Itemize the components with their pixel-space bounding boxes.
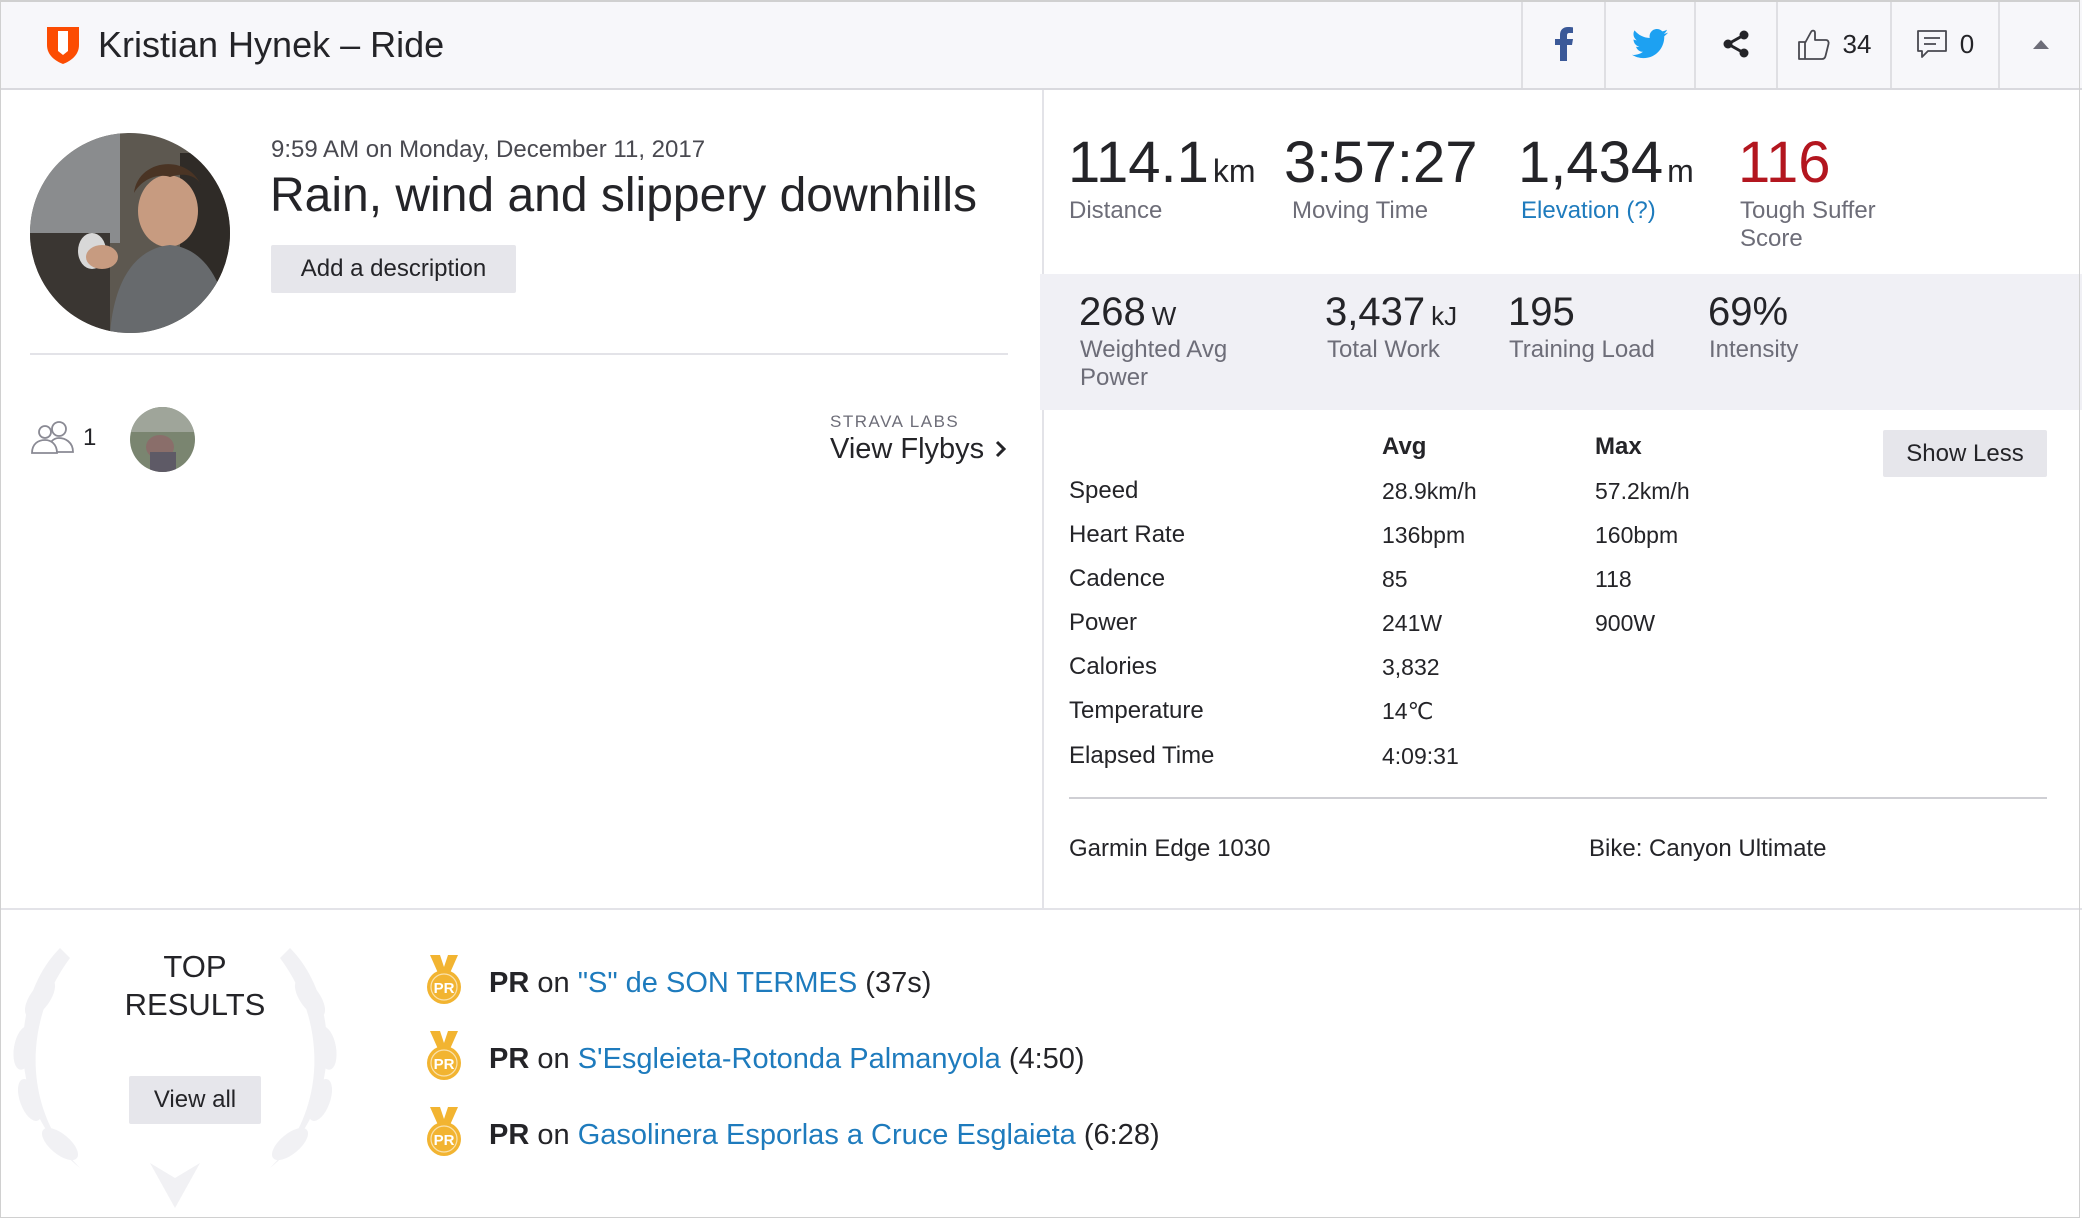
on-text: on — [537, 1043, 570, 1075]
kudos-button[interactable]: 34 — [1776, 0, 1890, 88]
activity-title[interactable]: Rain, wind and slippery downhills — [270, 169, 978, 222]
stat-row-avg: 85 — [1382, 566, 1408, 592]
athlete-avatar[interactable] — [30, 133, 230, 333]
activity-header: Kristian Hynek – Ride 34 0 — [0, 0, 2082, 90]
stat-row-avg: 136bpm — [1382, 522, 1466, 548]
view-all-button[interactable]: View all — [129, 1076, 261, 1124]
pr-medal-icon: PR — [427, 955, 461, 1004]
stat-row-avg: 28.9km/h — [1382, 478, 1477, 504]
add-description-button[interactable]: Add a description — [271, 245, 516, 293]
shield-logo-icon — [47, 27, 79, 64]
top-results-line2: RESULTS — [124, 987, 266, 1022]
stat-row-label: Speed — [1069, 477, 1139, 504]
stat-row-label: Heart Rate — [1069, 521, 1186, 548]
svg-text:PR: PR — [434, 1056, 455, 1073]
stat-row-label: Power — [1069, 609, 1138, 636]
suffer-score-label: Tough Suffer Score — [1740, 197, 1876, 252]
top-results-line1: TOP — [163, 949, 227, 984]
stat-row-max: 900W — [1595, 610, 1656, 636]
weighted-power-label: Weighted Avg Power — [1080, 336, 1228, 391]
suffer-score-value: 116 — [1738, 130, 1831, 195]
intensity-value: 69% — [1708, 290, 1789, 334]
page-title: Kristian Hynek – Ride — [98, 24, 445, 65]
top-results-heading: TOP RESULTS — [100, 948, 290, 1024]
on-text: on — [537, 1119, 570, 1151]
svg-text:PR: PR — [434, 980, 455, 997]
pr-label: PR — [489, 1119, 530, 1151]
distance-value: 114.1 km — [1068, 130, 1256, 195]
collapse-button[interactable] — [1998, 0, 2082, 88]
column-divider — [1042, 90, 1044, 908]
twitter-icon — [1632, 29, 1668, 59]
stat-row-label: Temperature — [1069, 697, 1204, 724]
svg-text:PR: PR — [434, 1132, 455, 1149]
elevation-value: 1,434 m — [1518, 130, 1694, 195]
segment-time: (4:50) — [1008, 1043, 1085, 1075]
stat-row-avg: 241W — [1382, 610, 1443, 636]
stat-row-avg: 3,832 — [1382, 654, 1440, 680]
athlete-photo — [30, 133, 230, 333]
total-work-label: Total Work — [1327, 336, 1440, 363]
facebook-share-button[interactable] — [1521, 0, 1604, 88]
secondary-stats-band — [1040, 274, 2082, 410]
divider — [30, 353, 1008, 355]
stat-row-max: 57.2km/h — [1595, 478, 1690, 504]
kudos-count: 34 — [1842, 28, 1872, 59]
activity-timestamp: 9:59 AM on Monday, December 11, 2017 — [271, 136, 706, 163]
stat-row-max: 160bpm — [1595, 522, 1679, 548]
divider — [0, 908, 2082, 910]
share-button[interactable] — [1694, 0, 1776, 88]
stat-row-label: Calories — [1069, 653, 1158, 680]
stat-row-max: 118 — [1595, 566, 1632, 592]
stat-row-avg: 4:09:31 — [1382, 743, 1459, 769]
group-count[interactable]: 1 — [83, 424, 97, 451]
comment-button[interactable]: 0 — [1890, 0, 1998, 88]
comment-count: 0 — [1959, 28, 1975, 59]
divider — [1069, 797, 2047, 799]
stat-row-label: Cadence — [1069, 565, 1166, 592]
bike-name[interactable]: Bike: Canyon Ultimate — [1589, 835, 1827, 862]
result-text: PR on "S" de SON TERMES (37s) — [489, 967, 931, 1000]
view-flybys-link[interactable]: View Flybys — [830, 433, 985, 465]
weighted-power-value: 268 W — [1079, 290, 1177, 334]
pr-label: PR — [489, 967, 530, 999]
pr-medal-icon: PR — [427, 1031, 461, 1080]
intensity-label: Intensity — [1709, 336, 1799, 363]
thumbs-up-icon — [1797, 29, 1830, 60]
laurel-wreath-icon — [13, 948, 337, 1208]
device-name: Garmin Edge 1030 — [1069, 835, 1271, 862]
result-text: PR on Gasolinera Esporlas a Cruce Esglai… — [489, 1119, 1160, 1152]
segment-link[interactable]: Gasolinera Esporlas a Cruce Esglaieta — [577, 1119, 1076, 1151]
segment-link[interactable]: "S" de SON TERMES — [577, 967, 858, 999]
strava-labs-label: STRAVA LABS — [830, 412, 960, 431]
show-less-button[interactable]: Show Less — [1883, 430, 2047, 477]
total-work-value: 3,437 kJ — [1325, 290, 1458, 334]
twitter-share-button[interactable] — [1604, 0, 1694, 88]
facebook-icon — [1554, 27, 1573, 61]
moving-time-value: 3:57:27 — [1284, 130, 1478, 195]
result-text: PR on S'Esgleieta-Rotonda Palmanyola (4:… — [489, 1043, 1085, 1076]
elevation-help-link[interactable]: Elevation (?) — [1521, 197, 1656, 224]
max-column-header: Max — [1595, 433, 1642, 460]
moving-time-label: Moving Time — [1292, 197, 1429, 224]
distance-label: Distance — [1069, 197, 1163, 224]
stat-row-avg: 14℃ — [1382, 698, 1434, 724]
group-icon — [31, 421, 74, 454]
segment-link[interactable]: S'Esgleieta-Rotonda Palmanyola — [577, 1043, 1001, 1075]
pr-label: PR — [489, 1043, 530, 1075]
segment-time: (6:28) — [1083, 1119, 1160, 1151]
training-load-value: 195 — [1508, 290, 1575, 334]
caret-up-icon — [2033, 40, 2049, 49]
chevron-right-icon[interactable] — [995, 440, 1007, 458]
stat-row-label: Elapsed Time — [1069, 742, 1215, 769]
share-icon — [1723, 30, 1749, 58]
on-text: on — [537, 967, 570, 999]
pr-medal-icon: PR — [427, 1107, 461, 1156]
training-load-label: Training Load — [1509, 336, 1655, 363]
segment-time: (37s) — [865, 967, 932, 999]
comment-icon — [1916, 30, 1947, 58]
avg-column-header: Avg — [1382, 433, 1427, 460]
